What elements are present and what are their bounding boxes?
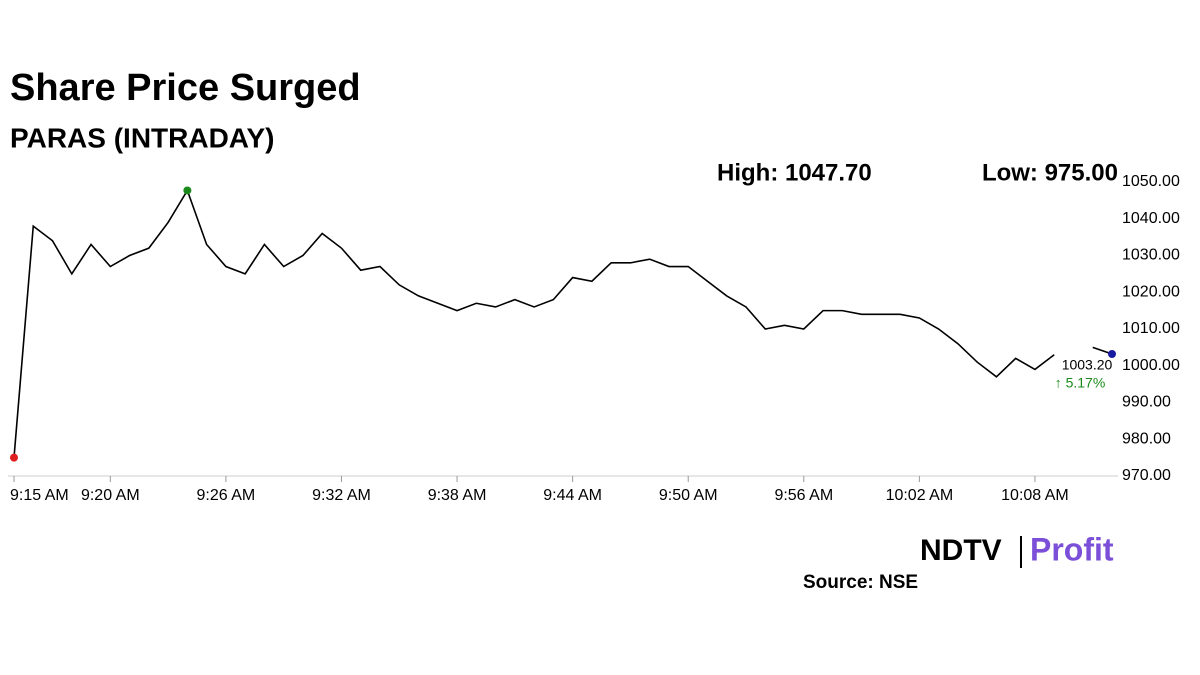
low-marker (10, 453, 18, 462)
change-label: ↑ 5.17% (1055, 375, 1106, 391)
high-label: High: 1047.70 (717, 159, 872, 186)
y-tick-label: 1020.00 (1122, 283, 1180, 300)
chart-subtitle: PARAS (INTRADAY) (10, 122, 274, 153)
y-tick-label: 1010.00 (1122, 320, 1180, 337)
x-tick-label: 10:02 AM (886, 487, 954, 504)
x-tick-label: 9:32 AM (312, 487, 371, 504)
y-tick-label: 1040.00 (1122, 210, 1180, 227)
price-line (13, 188, 1055, 458)
brand-ndtv: NDTV (920, 534, 1002, 567)
y-tick-label: 980.00 (1122, 430, 1171, 447)
brand-profit: Profit (1030, 531, 1114, 567)
x-tick-label: 9:50 AM (659, 487, 718, 504)
x-tick-label: 9:56 AM (774, 487, 833, 504)
low-label: Low: 975.00 (982, 159, 1118, 186)
x-tick-label: 9:15 AM (10, 487, 69, 504)
x-tick-label: 9:38 AM (428, 487, 487, 504)
last-label: 1003.20 (1062, 357, 1113, 373)
last-marker (1108, 349, 1116, 358)
source: Source: NSE (803, 572, 918, 593)
x-tick-label: 9:20 AM (81, 487, 140, 504)
y-tick-label: 990.00 (1122, 394, 1171, 411)
y-tick-label: 1000.00 (1122, 357, 1180, 374)
y-tick-label: 970.00 (1122, 467, 1171, 484)
y-tick-label: 1030.00 (1122, 247, 1180, 264)
x-tick-label: 9:26 AM (197, 487, 256, 504)
y-tick-label: 1050.00 (1122, 173, 1180, 190)
x-tick-label: 10:08 AM (1001, 487, 1069, 504)
high-marker (183, 186, 192, 195)
chart-title: Share Price Surged (10, 67, 361, 109)
x-tick-label: 9:44 AM (543, 487, 602, 504)
